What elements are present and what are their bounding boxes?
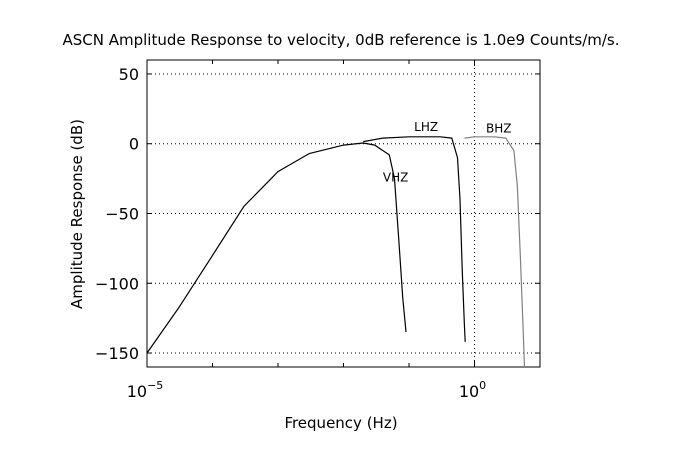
x-tick-label-base: 10 — [459, 382, 479, 401]
series-line-lhz — [363, 136, 466, 342]
series-labels: VHZ LHZ BHZ — [383, 120, 512, 184]
x-tick-label: 100 — [459, 379, 486, 401]
series-line-bhz — [464, 136, 526, 368]
y-tick-label: −100 — [95, 274, 139, 293]
series-lines — [146, 136, 526, 368]
y-axis-label: Amplitude Response (dB) — [68, 119, 86, 309]
x-tick-label-base: 10 — [127, 382, 147, 401]
series-label-vhz: VHZ — [383, 170, 408, 184]
y-tick-label: 0 — [129, 135, 139, 154]
grid — [146, 60, 540, 367]
y-tick-label: 50 — [119, 65, 139, 84]
y-tick-label: −50 — [105, 205, 139, 224]
chart-title: ASCN Amplitude Response to velocity, 0dB… — [63, 31, 620, 49]
x-tick-label-exponent: −5 — [147, 379, 163, 392]
y-tick-label: −150 — [95, 344, 139, 363]
series-label-bhz: BHZ — [486, 122, 511, 136]
x-tick-label: 10−5 — [127, 379, 164, 401]
series-label-lhz: LHZ — [414, 120, 438, 134]
x-tick-label-exponent: 0 — [479, 379, 486, 392]
x-axis-label: Frequency (Hz) — [284, 414, 397, 432]
series-line-vhz — [146, 142, 407, 354]
